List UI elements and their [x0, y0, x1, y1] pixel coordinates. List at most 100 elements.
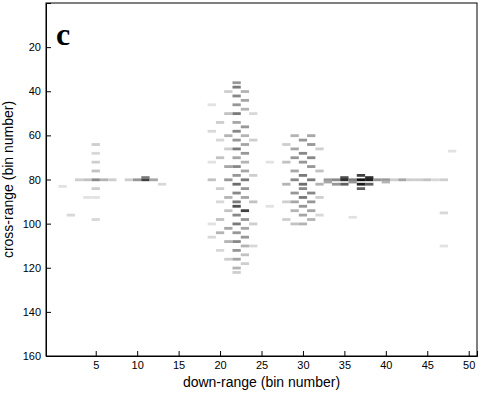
tick: 20: [214, 351, 226, 371]
cell: [241, 143, 249, 146]
cell: [357, 187, 365, 190]
cell: [241, 218, 249, 221]
cell: [100, 178, 108, 181]
cell: [307, 143, 315, 146]
tick-mark: [96, 351, 97, 356]
tick: 100: [23, 218, 51, 230]
cell: [415, 178, 423, 181]
cell: [241, 227, 249, 230]
cell: [241, 209, 249, 212]
tick-mark: [46, 91, 51, 92]
cell: [241, 245, 249, 248]
cell: [307, 165, 315, 168]
cell: [158, 183, 166, 186]
tick-mark: [427, 351, 428, 356]
cell: [67, 214, 75, 217]
cell: [291, 209, 299, 212]
cell: [83, 196, 91, 199]
tick-label: 35: [339, 359, 351, 371]
tick-mark: [344, 351, 345, 356]
tick-label: 140: [23, 306, 41, 318]
cells: [58, 81, 456, 274]
cell: [382, 181, 390, 184]
tick-label: 10: [132, 359, 144, 371]
tick-label: 80: [29, 174, 41, 186]
tick: 45: [422, 351, 434, 371]
cell: [291, 134, 299, 137]
tick: 140: [23, 306, 51, 318]
cell: [92, 143, 100, 146]
cell: [423, 178, 431, 181]
cell: [307, 192, 315, 195]
tick-label: 40: [29, 85, 41, 97]
tick: 120: [23, 262, 51, 274]
cell: [357, 174, 365, 177]
cell: [307, 178, 315, 181]
cell: [299, 161, 307, 164]
cell: [241, 108, 249, 111]
cell: [398, 178, 406, 181]
cell: [232, 271, 240, 274]
cell: [299, 196, 307, 199]
cell: [232, 86, 240, 89]
cell: [307, 200, 315, 203]
cell: [291, 156, 299, 159]
cell: [266, 161, 274, 164]
cell: [224, 178, 232, 181]
tick-label: 160: [23, 350, 41, 362]
x-axis-title: down-range (bin number): [183, 374, 340, 390]
cell: [282, 218, 290, 221]
cell: [299, 223, 307, 226]
cell: [58, 185, 66, 188]
cell: [224, 165, 232, 168]
cell: [315, 148, 323, 151]
cell: [232, 267, 240, 270]
y-axis-title: cross-range (bin number): [0, 101, 16, 258]
cell: [291, 148, 299, 151]
cell: [241, 125, 249, 128]
tick: 35: [339, 351, 351, 371]
cell: [224, 227, 232, 230]
cell: [83, 178, 91, 181]
plot: 510152025303540455020406080100120140160: [23, 3, 478, 371]
frame: [46, 3, 477, 356]
cell: [282, 183, 290, 186]
cell: [315, 196, 323, 199]
cell: [291, 170, 299, 173]
cell: [440, 211, 448, 214]
cell: [232, 223, 240, 226]
cell: [92, 196, 100, 199]
cell: [125, 178, 133, 181]
cell: [282, 161, 290, 164]
cell: [92, 187, 100, 190]
tick-mark: [46, 135, 51, 136]
cell: [208, 103, 216, 106]
cell: [241, 187, 249, 190]
cell: [92, 161, 100, 164]
cell: [349, 216, 357, 219]
tick: 5: [93, 351, 99, 371]
cell: [291, 192, 299, 195]
cell: [216, 139, 224, 142]
tick-mark: [137, 351, 138, 356]
tick-mark: [303, 351, 304, 356]
tick-mark: [386, 351, 387, 356]
cell: [232, 240, 240, 243]
cell: [216, 187, 224, 190]
cell: [232, 95, 240, 98]
cell: [349, 181, 357, 184]
cell: [224, 90, 232, 93]
cell: [332, 178, 340, 181]
cell: [332, 183, 340, 186]
cell: [307, 209, 315, 212]
cell: [241, 236, 249, 239]
cell: [249, 245, 257, 248]
cell: [232, 249, 240, 252]
cell: [208, 130, 216, 133]
tick: 40: [380, 351, 392, 371]
tick-label: 40: [380, 359, 392, 371]
cell: [299, 187, 307, 190]
cell: [365, 183, 373, 186]
cell: [291, 223, 299, 226]
tick-mark: [179, 351, 180, 356]
